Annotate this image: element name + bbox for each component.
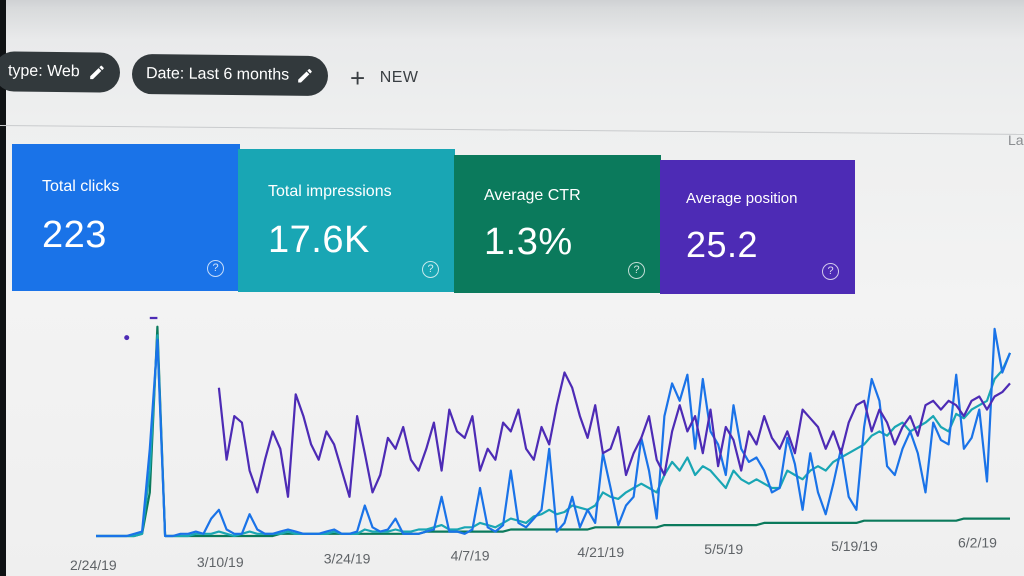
pencil-icon[interactable] [88, 63, 106, 81]
total-clicks-card[interactable]: Total clicks 223 ? [12, 144, 240, 291]
total-clicks-title: Total clicks [42, 178, 120, 195]
last-updated-text: La [1008, 132, 1024, 148]
x-tick-label: 3/24/19 [324, 551, 371, 567]
series-line [96, 334, 1012, 538]
average-ctr-card[interactable]: Average CTR 1.3% ? [454, 155, 661, 293]
series-line [149, 316, 1011, 498]
average-position-title: Average position [686, 190, 798, 207]
x-tick-label: 4/7/19 [451, 547, 490, 563]
search-type-filter-label: type: Web [7, 62, 80, 81]
series-line [96, 327, 1012, 538]
average-position-value: 25.2 [686, 224, 759, 265]
plus-icon: + [350, 63, 366, 93]
new-filter-button[interactable]: + NEW [350, 62, 419, 94]
total-impressions-card[interactable]: Total impressions 17.6K ? [238, 149, 455, 292]
total-impressions-title: Total impressions [268, 183, 392, 200]
help-circle-icon[interactable]: ? [207, 260, 224, 277]
monitor-bezel [0, 0, 6, 576]
x-tick-label: 4/21/19 [577, 544, 624, 560]
series-line [96, 325, 1010, 538]
performance-chart: 2/24/19 3/10/19 3/24/19 4/7/19 4/21/19 5/5/19… [0, 300, 1024, 576]
x-axis-ticks: 2/24/19 3/10/19 3/24/19 4/7/19 4/21/19 5/5/19… [70, 535, 997, 573]
data-point [124, 335, 130, 341]
pencil-icon[interactable] [296, 67, 314, 85]
average-position-card[interactable]: Average position 25.2 ? [660, 160, 855, 294]
new-filter-label: NEW [379, 69, 419, 86]
total-clicks-value: 223 [42, 214, 107, 256]
total-impressions-value: 17.6K [268, 219, 370, 261]
average-ctr-title: Average CTR [484, 187, 581, 204]
help-circle-icon[interactable]: ? [822, 263, 839, 280]
search-type-filter-chip[interactable]: type: Web [0, 51, 121, 93]
x-tick-label: 5/5/19 [704, 541, 743, 557]
x-tick-label: 2/24/19 [70, 557, 117, 573]
help-circle-icon[interactable]: ? [422, 261, 439, 278]
performance-chart-svg: 2/24/19 3/10/19 3/24/19 4/7/19 4/21/19 5/5/19… [70, 316, 1012, 573]
series-layer [96, 316, 1012, 538]
average-ctr-value: 1.3% [484, 221, 573, 263]
toolbar-divider [0, 125, 1024, 135]
x-tick-label: 6/2/19 [958, 535, 997, 551]
date-range-filter-label: Date: Last 6 months [145, 65, 290, 84]
filter-toolbar: type: Web Date: Last 6 months + NEW La [0, 44, 1024, 148]
help-circle-icon[interactable]: ? [628, 262, 645, 279]
x-tick-label: 5/19/19 [831, 538, 878, 554]
x-tick-label: 3/10/19 [197, 554, 244, 570]
date-range-filter-chip[interactable]: Date: Last 6 months [131, 53, 329, 97]
